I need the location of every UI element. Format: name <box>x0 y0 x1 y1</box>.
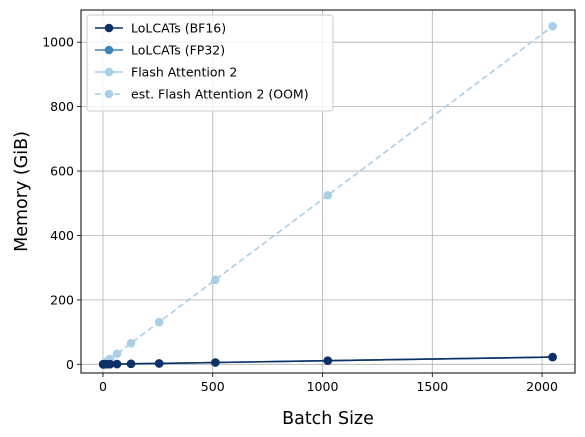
series-0-point-6 <box>112 359 122 369</box>
series-0-point-8 <box>154 359 164 368</box>
legend-label-0: LoLCATs (BF16) <box>131 21 226 36</box>
x-tick-label-3: 1500 <box>416 379 448 394</box>
series-3-point-1 <box>112 349 122 359</box>
series-0-point-7 <box>126 359 136 369</box>
series-0-point-5 <box>105 359 115 369</box>
x-tick-label-2: 1000 <box>307 379 339 394</box>
legend-entry-1: LoLCATs (FP32) <box>95 43 225 58</box>
y-tick-label-1: 200 <box>50 292 74 307</box>
legend-box <box>86 14 334 112</box>
x-axis-title: Batch Size <box>282 409 374 429</box>
legend-label-1: LoLCATs (FP32) <box>131 43 225 58</box>
legend-label-3: est. Flash Attention 2 (OOM) <box>131 87 309 102</box>
y-tick-label-3: 600 <box>50 164 74 179</box>
tick-layer: 0 500 1000 1500 2000 0 200 400 600 800 1000 <box>42 35 558 394</box>
legend-marker-0 <box>104 23 114 33</box>
legend-marker-1 <box>104 45 114 55</box>
x-tick-label-4: 2000 <box>526 379 558 394</box>
legend: LoLCATs (BF16) LoLCATs (FP32) Flash Attent… <box>86 14 334 112</box>
y-tick-label-5: 1000 <box>42 35 74 50</box>
series-0 <box>98 352 557 369</box>
plot-frame <box>80 9 576 374</box>
series-3-point-2 <box>126 338 136 348</box>
legend-entry-0: LoLCATs (BF16) <box>95 21 226 36</box>
legend-label-2: Flash Attention 2 <box>131 65 237 80</box>
y-tick-label-2: 400 <box>50 228 74 243</box>
legend-entry-3: est. Flash Attention 2 (OOM) <box>95 87 309 102</box>
series-0-point-9 <box>211 358 220 367</box>
series-3-point-3 <box>154 317 164 327</box>
x-tick-label-1: 500 <box>201 379 225 394</box>
y-axis-title: Memory (GiB) <box>12 131 32 252</box>
series-3-point-6 <box>548 21 557 31</box>
legend-entry-2: Flash Attention 2 <box>95 65 237 80</box>
series-0-point-10 <box>323 356 333 365</box>
legend-marker-3 <box>104 89 114 99</box>
y-tick-label-0: 0 <box>66 357 74 372</box>
series-layer <box>98 21 557 369</box>
series-3-point-5 <box>323 190 333 200</box>
series-3-point-4 <box>211 275 220 285</box>
y-tick-label-4: 800 <box>50 99 74 114</box>
legend-marker-2 <box>104 67 114 77</box>
x-tick-label-0: 0 <box>99 379 107 394</box>
series-0-point-11 <box>548 352 557 362</box>
